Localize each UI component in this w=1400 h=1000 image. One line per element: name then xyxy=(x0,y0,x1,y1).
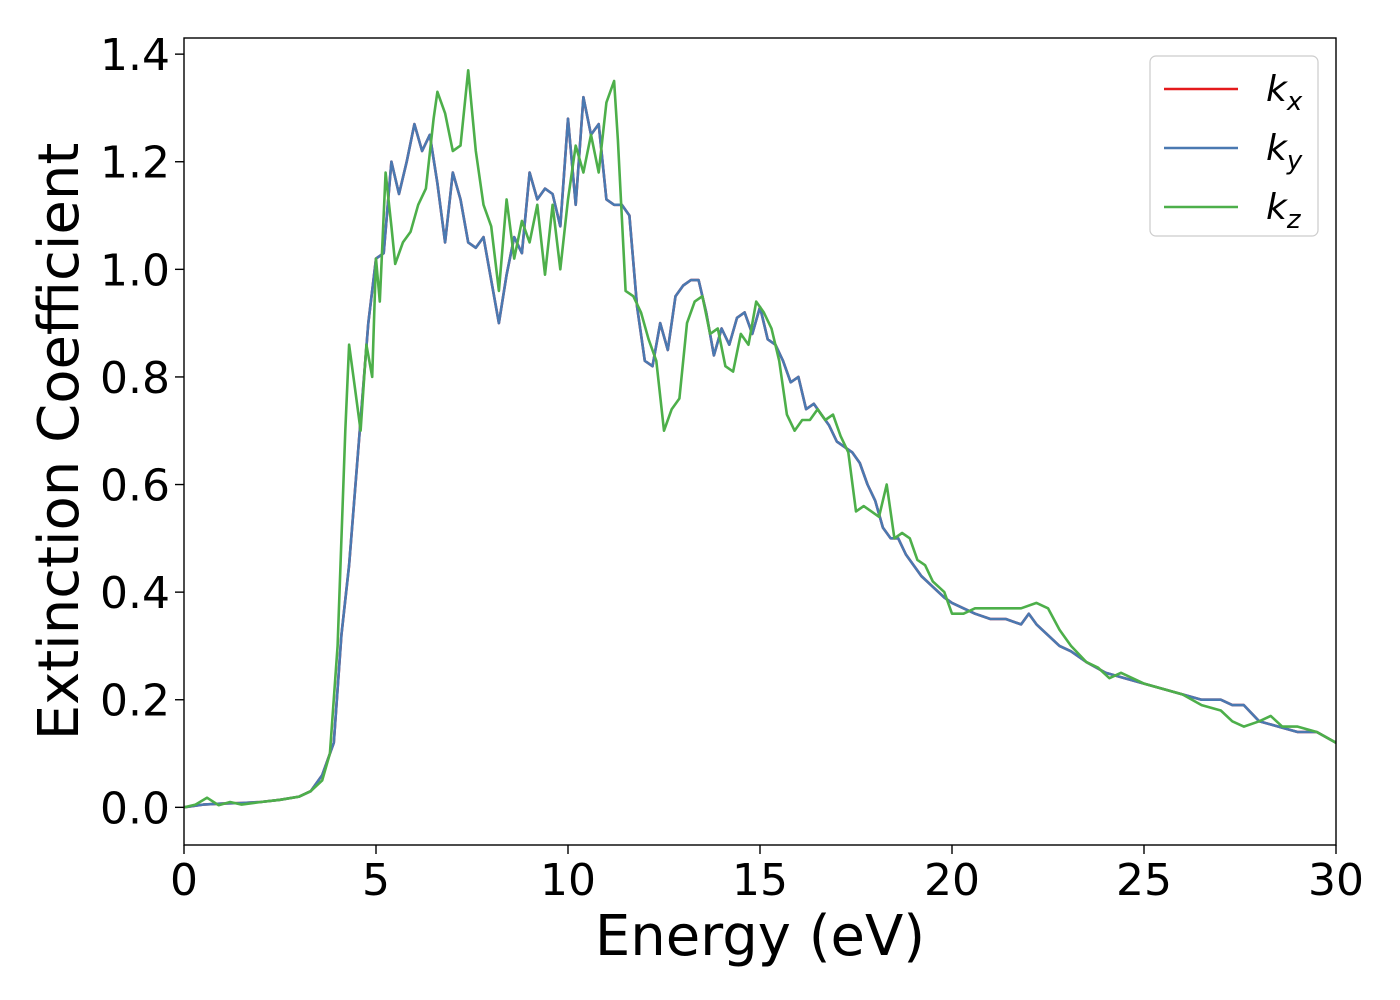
y-tick-label: 0.8 xyxy=(100,353,170,404)
x-tick-label: 0 xyxy=(170,855,198,906)
legend-label-base: k xyxy=(1266,187,1289,228)
x-tick-label: 20 xyxy=(924,855,980,906)
x-tick-label: 15 xyxy=(732,855,788,906)
y-tick-label: 0.6 xyxy=(100,461,170,512)
y-tick-label: 1.2 xyxy=(100,138,170,189)
y-tick-label: 0.2 xyxy=(100,676,170,727)
x-axis-title: Energy (eV) xyxy=(595,904,925,969)
legend-label-subscript: y xyxy=(1286,146,1303,176)
y-axis: 0.0 0.2 0.4 0.6 0.8 1.0 1.2 1.4 xyxy=(100,30,184,834)
x-tick-label: 5 xyxy=(362,855,390,906)
x-axis: 0 5 10 15 20 25 30 xyxy=(170,845,1364,906)
legend-label-subscript: x xyxy=(1286,87,1303,117)
y-tick-label: 1.0 xyxy=(100,245,170,296)
x-tick-label: 25 xyxy=(1116,855,1172,906)
y-tick-label: 1.4 xyxy=(100,30,170,81)
legend-label-base: k xyxy=(1266,128,1289,169)
y-tick-label: 0.4 xyxy=(100,568,170,619)
legend-label-base: k xyxy=(1266,69,1289,110)
legend-label-kz: kz xyxy=(1266,187,1302,235)
legend-label-kx: kx xyxy=(1266,69,1303,117)
legend-box xyxy=(1149,55,1319,237)
legend-label-ky: ky xyxy=(1266,128,1303,176)
series-line-kz xyxy=(184,69,1336,809)
y-tick-label: 0.0 xyxy=(100,783,170,834)
plot-lines xyxy=(184,69,1336,809)
y-axis-title: Extinction Coefficient xyxy=(27,143,92,741)
legend-label-subscript: z xyxy=(1286,205,1302,235)
x-tick-label: 10 xyxy=(540,855,596,906)
x-tick-label: 30 xyxy=(1308,855,1364,906)
